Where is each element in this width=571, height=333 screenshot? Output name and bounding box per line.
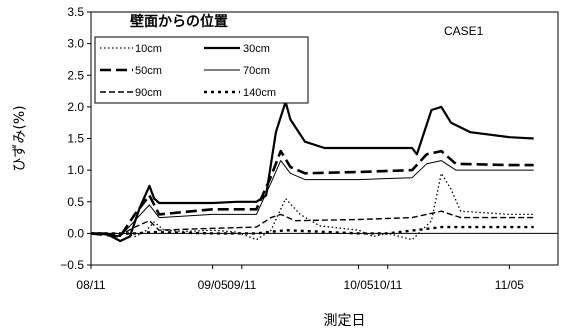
series-line-90cm	[90, 210, 534, 236]
x-tick-label: 10/11	[373, 278, 402, 292]
x-axis-ticks: 08/11 09/05 09/11 10/05 10/11 11/05	[76, 265, 524, 292]
x-tick-label: 09/11	[227, 278, 256, 292]
y-axis-title: ひずみ(%)	[12, 105, 28, 171]
case-label: CASE1	[444, 24, 484, 38]
y-tick-label: 3.0	[67, 37, 84, 51]
legend-label-30cm: 30cm	[243, 43, 270, 55]
x-tick-label: 11/05	[495, 278, 524, 292]
y-axis-ticks: −0.5 0.0 0.5 1.0 1.5 2.0 2.5 3.0 3.5	[60, 5, 91, 272]
legend-label-140cm: 140cm	[243, 87, 276, 99]
y-tick-label: 1.0	[67, 163, 84, 177]
legend-title: 壁面からの位置	[130, 13, 228, 30]
legend: 壁面からの位置 10cm 30cm 50cm 70cm 90cm 140cm	[94, 13, 309, 104]
y-tick-label: 3.5	[67, 5, 84, 19]
y-tick-label: 2.5	[67, 68, 84, 82]
y-tick-label: 0.0	[67, 226, 84, 240]
x-axis-title: 測定日	[324, 313, 366, 329]
x-tick-label: 09/05	[198, 278, 228, 292]
series-line-140cm	[91, 225, 534, 235]
x-tick-label: 10/05	[344, 278, 374, 292]
y-tick-label: 0.5	[67, 195, 84, 209]
legend-label-70cm: 70cm	[243, 65, 270, 77]
series-line-70cm	[90, 160, 534, 237]
x-tick-label: 08/11	[76, 278, 105, 292]
legend-label-10cm: 10cm	[135, 43, 162, 55]
y-tick-label: −0.5	[60, 258, 84, 272]
legend-label-90cm: 90cm	[135, 87, 162, 99]
y-tick-label: 1.5	[67, 132, 84, 146]
legend-label-50cm: 50cm	[135, 65, 162, 77]
y-tick-label: 2.0	[67, 100, 84, 114]
